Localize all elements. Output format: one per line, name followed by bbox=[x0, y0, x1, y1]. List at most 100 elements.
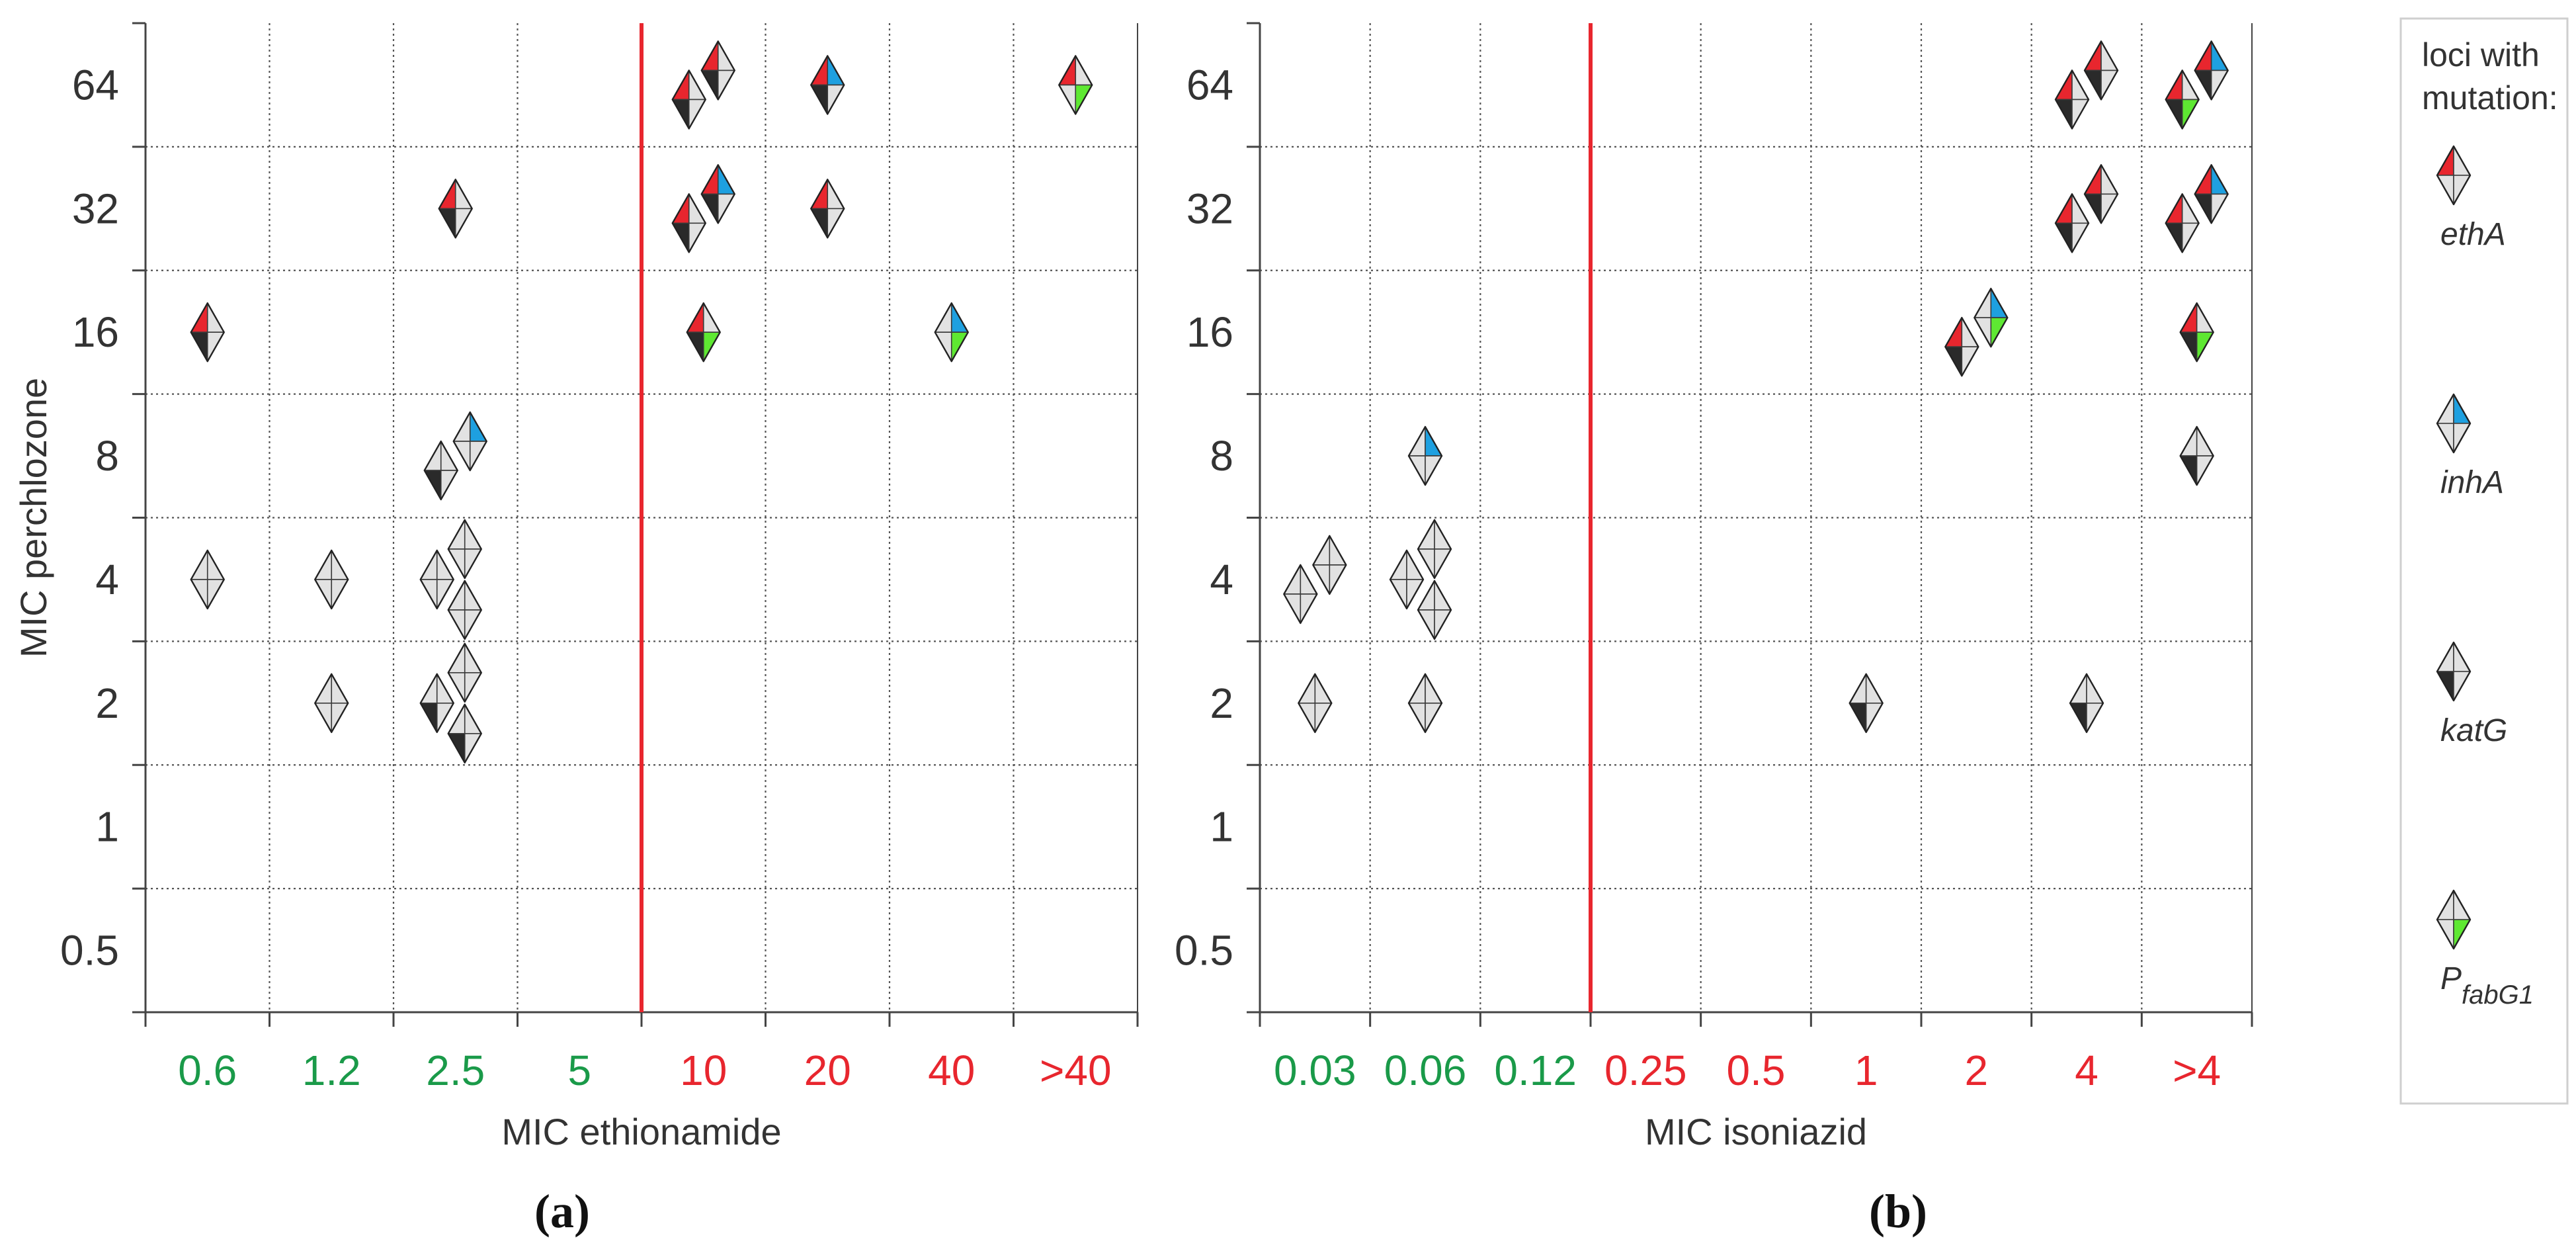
data-point-katG bbox=[2069, 673, 2104, 734]
diamond-outline bbox=[190, 302, 225, 363]
diamond-outline bbox=[314, 549, 349, 610]
data-point-wildtype bbox=[1312, 535, 1347, 595]
data-point-ethA-katG bbox=[1944, 316, 1979, 377]
legend-inhA-icon bbox=[2436, 393, 2472, 454]
x-tick-label: 0.12 bbox=[1494, 1047, 1577, 1094]
y-tick-label: 16 bbox=[72, 308, 119, 356]
diamond-outline bbox=[1417, 519, 1452, 580]
diamond-outline bbox=[700, 164, 735, 224]
diamond-outline bbox=[700, 40, 735, 101]
diamond-outline bbox=[1058, 55, 1093, 115]
data-point-inhA-PfabG1 bbox=[1974, 287, 2009, 348]
y-tick-label: 0.5 bbox=[60, 927, 119, 975]
diamond-outline bbox=[2179, 425, 2214, 486]
legend-PfabG1-icon bbox=[2436, 889, 2472, 950]
diamond-outline bbox=[671, 193, 706, 253]
data-point-wildtype bbox=[1417, 519, 1452, 580]
diamond-outline bbox=[1312, 535, 1347, 595]
panel-a: 0.6 1.2 2.5 5 10 20 40 >40 0.5 1 2 4 8 16 32 64 MIC ethi… bbox=[13, 22, 1139, 1238]
diamond-outline bbox=[810, 55, 845, 115]
y-tick-label: 1 bbox=[95, 803, 119, 851]
diamond-outline bbox=[423, 440, 458, 501]
diamond-outline bbox=[190, 549, 225, 610]
diamond-outline bbox=[2194, 40, 2229, 101]
y-tick-label: 8 bbox=[1210, 432, 1233, 480]
diamond-outline bbox=[934, 302, 969, 363]
y-tick-label: 0.5 bbox=[1175, 927, 1233, 975]
data-point-ethA-katG bbox=[2083, 164, 2119, 224]
data-point-wildtype bbox=[1407, 673, 1443, 734]
diamond-outline bbox=[2083, 164, 2119, 224]
diamond-outline bbox=[1283, 564, 1318, 625]
diamond-outline bbox=[438, 179, 473, 239]
diamond-outline bbox=[810, 179, 845, 239]
data-point-inhA-PfabG1 bbox=[934, 302, 969, 363]
diamond-outline bbox=[2054, 69, 2090, 130]
diamond-outline bbox=[686, 302, 721, 363]
data-point-wildtype bbox=[447, 580, 482, 640]
data-point-wildtype bbox=[314, 673, 349, 734]
data-point-ethA-PfabG1 bbox=[1058, 55, 1093, 115]
diamond-outline bbox=[2069, 673, 2104, 734]
x-tick-label: 40 bbox=[928, 1047, 975, 1094]
diamond-outline bbox=[671, 69, 706, 130]
diamond-outline bbox=[1944, 316, 1979, 377]
x-tick-label: 1 bbox=[1854, 1047, 1878, 1094]
data-point-inhA bbox=[1407, 425, 1443, 486]
data-point-ethA-katG-PfabG1 bbox=[686, 302, 721, 363]
y-tick-label: 2 bbox=[1210, 679, 1233, 727]
data-point-ethA-inhA-katG bbox=[2194, 164, 2229, 224]
data-point-wildtype bbox=[314, 549, 349, 610]
data-point-ethA-katG bbox=[2054, 69, 2090, 130]
data-point-katG bbox=[1849, 673, 1884, 734]
data-point-wildtype bbox=[419, 549, 454, 610]
diamond-outline bbox=[2165, 193, 2200, 253]
y-tick-label: 8 bbox=[95, 432, 119, 480]
data-point-ethA-katG bbox=[671, 69, 706, 130]
data-point-ethA-katG-PfabG1 bbox=[2165, 69, 2200, 130]
x-tick-label: 0.6 bbox=[178, 1047, 237, 1094]
diamond-outline bbox=[447, 580, 482, 640]
data-point-wildtype bbox=[1389, 549, 1425, 610]
data-point-ethA-katG bbox=[190, 302, 225, 363]
data-point-ethA-katG bbox=[700, 40, 735, 101]
data-point-wildtype bbox=[1298, 673, 1333, 734]
x-tick-label: 0.03 bbox=[1274, 1047, 1356, 1094]
diamond-outline bbox=[2436, 641, 2472, 702]
x-tick-label: 2 bbox=[1965, 1047, 1989, 1094]
panel-b: 0.03 0.06 0.12 0.25 0.5 1 2 4 >4 0.5 1 2 4 8 16 32 64 MIC… bbox=[1175, 22, 2253, 1238]
x-tick-label: 0.06 bbox=[1384, 1047, 1467, 1094]
diamond-outline bbox=[2083, 40, 2119, 101]
data-point-ethA-katG bbox=[671, 193, 706, 253]
y-tick-label: 16 bbox=[1186, 308, 1233, 356]
y-tick-label: 1 bbox=[1210, 803, 1233, 851]
legend-box bbox=[2399, 17, 2569, 1105]
legend-title-line2: mutation: bbox=[2422, 79, 2558, 116]
x-tick-label: 2.5 bbox=[426, 1047, 485, 1094]
y-tick-label: 4 bbox=[95, 556, 119, 603]
data-point-katG bbox=[423, 440, 458, 501]
x-tick-label: 4 bbox=[2075, 1047, 2098, 1094]
diamond-outline bbox=[2054, 193, 2090, 253]
diamond-outline bbox=[419, 549, 454, 610]
y-axis-title: MIC perchlozone bbox=[13, 378, 54, 658]
data-point-ethA-katG bbox=[2165, 193, 2200, 253]
diamond-outline bbox=[447, 642, 482, 703]
data-point-ethA-katG bbox=[2054, 193, 2090, 253]
diamond-outline bbox=[2179, 302, 2214, 363]
data-point-wildtype bbox=[1283, 564, 1318, 625]
y-tick-label: 32 bbox=[72, 185, 119, 232]
y-tick-label: 32 bbox=[1186, 185, 1233, 232]
legend-katG-icon bbox=[2436, 641, 2472, 702]
data-point-ethA-katG bbox=[2083, 40, 2119, 101]
diamond-outline bbox=[314, 673, 349, 734]
legend-label-inhA: inhA bbox=[2440, 465, 2504, 500]
legend-label-katG: katG bbox=[2440, 713, 2507, 748]
y-tick-label: 64 bbox=[72, 61, 119, 108]
data-points bbox=[1283, 40, 2229, 734]
data-point-wildtype bbox=[447, 642, 482, 703]
x-tick-label: >40 bbox=[1040, 1047, 1112, 1094]
diamond-outline bbox=[1298, 673, 1333, 734]
